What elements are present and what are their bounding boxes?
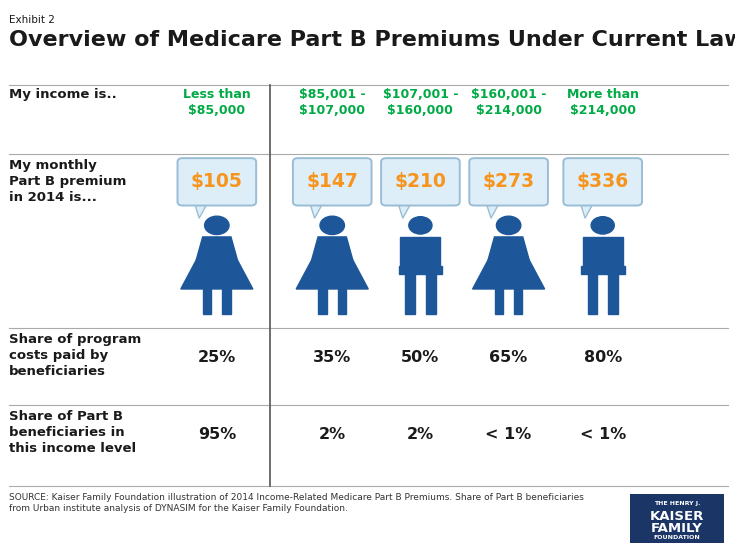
- FancyBboxPatch shape: [381, 158, 459, 206]
- Polygon shape: [583, 237, 623, 266]
- Text: 80%: 80%: [584, 350, 622, 365]
- Text: FOUNDATION: FOUNDATION: [653, 535, 700, 540]
- Polygon shape: [514, 289, 523, 314]
- Polygon shape: [193, 199, 209, 218]
- Polygon shape: [488, 237, 529, 260]
- Circle shape: [496, 216, 521, 235]
- Polygon shape: [337, 289, 346, 314]
- Text: $210: $210: [395, 172, 446, 191]
- Text: Exhibit 2: Exhibit 2: [9, 15, 54, 25]
- Text: $85,001 -
$107,000: $85,001 - $107,000: [299, 88, 365, 117]
- FancyBboxPatch shape: [563, 158, 642, 206]
- Text: $336: $336: [576, 172, 629, 191]
- Text: $147: $147: [306, 172, 358, 191]
- Polygon shape: [312, 237, 353, 260]
- Polygon shape: [196, 237, 237, 260]
- Text: 2%: 2%: [319, 427, 345, 442]
- Text: < 1%: < 1%: [486, 427, 531, 442]
- Polygon shape: [398, 266, 442, 273]
- Polygon shape: [397, 199, 413, 218]
- Text: Overview of Medicare Part B Premiums Under Current Law: Overview of Medicare Part B Premiums Und…: [9, 30, 735, 50]
- Polygon shape: [473, 260, 545, 289]
- Polygon shape: [608, 273, 618, 314]
- Polygon shape: [318, 289, 327, 314]
- Polygon shape: [426, 273, 436, 314]
- Polygon shape: [296, 260, 368, 289]
- Circle shape: [591, 217, 614, 234]
- Text: 50%: 50%: [401, 350, 440, 365]
- Text: SOURCE: Kaiser Family Foundation illustration of 2014 Income-Related Medicare Pa: SOURCE: Kaiser Family Foundation illustr…: [9, 493, 584, 514]
- Polygon shape: [401, 237, 440, 266]
- Text: 95%: 95%: [198, 427, 236, 442]
- Circle shape: [204, 216, 229, 235]
- Text: $273: $273: [483, 172, 534, 191]
- FancyBboxPatch shape: [469, 158, 548, 206]
- Text: $107,001 -
$160,000: $107,001 - $160,000: [383, 88, 458, 117]
- Polygon shape: [203, 289, 212, 314]
- Text: My income is..: My income is..: [9, 88, 117, 101]
- Polygon shape: [181, 260, 253, 289]
- FancyBboxPatch shape: [178, 158, 256, 206]
- Text: FAMILY: FAMILY: [651, 522, 703, 536]
- Circle shape: [409, 217, 432, 234]
- FancyBboxPatch shape: [293, 158, 371, 206]
- Text: < 1%: < 1%: [580, 427, 625, 442]
- Polygon shape: [222, 289, 231, 314]
- Text: 25%: 25%: [198, 350, 236, 365]
- Text: Share of Part B
beneficiaries in
this income level: Share of Part B beneficiaries in this in…: [9, 410, 136, 456]
- Text: Share of program
costs paid by
beneficiaries: Share of program costs paid by beneficia…: [9, 333, 141, 379]
- Text: THE HENRY J.: THE HENRY J.: [653, 500, 700, 506]
- Text: More than
$214,000: More than $214,000: [567, 88, 639, 117]
- Polygon shape: [579, 199, 595, 218]
- FancyBboxPatch shape: [630, 494, 724, 543]
- Polygon shape: [485, 199, 501, 218]
- Polygon shape: [581, 266, 625, 273]
- Circle shape: [320, 216, 345, 235]
- Text: $105: $105: [191, 172, 243, 191]
- Polygon shape: [405, 273, 415, 314]
- Text: 35%: 35%: [313, 350, 351, 365]
- Text: 2%: 2%: [407, 427, 434, 442]
- Text: Less than
$85,000: Less than $85,000: [183, 88, 251, 117]
- Polygon shape: [309, 199, 325, 218]
- Text: My monthly
Part B premium
in 2014 is...: My monthly Part B premium in 2014 is...: [9, 159, 126, 204]
- Text: KAISER: KAISER: [650, 510, 704, 523]
- Polygon shape: [587, 273, 598, 314]
- Polygon shape: [495, 289, 503, 314]
- Text: 65%: 65%: [490, 350, 528, 365]
- Text: $160,001 -
$214,000: $160,001 - $214,000: [471, 88, 546, 117]
